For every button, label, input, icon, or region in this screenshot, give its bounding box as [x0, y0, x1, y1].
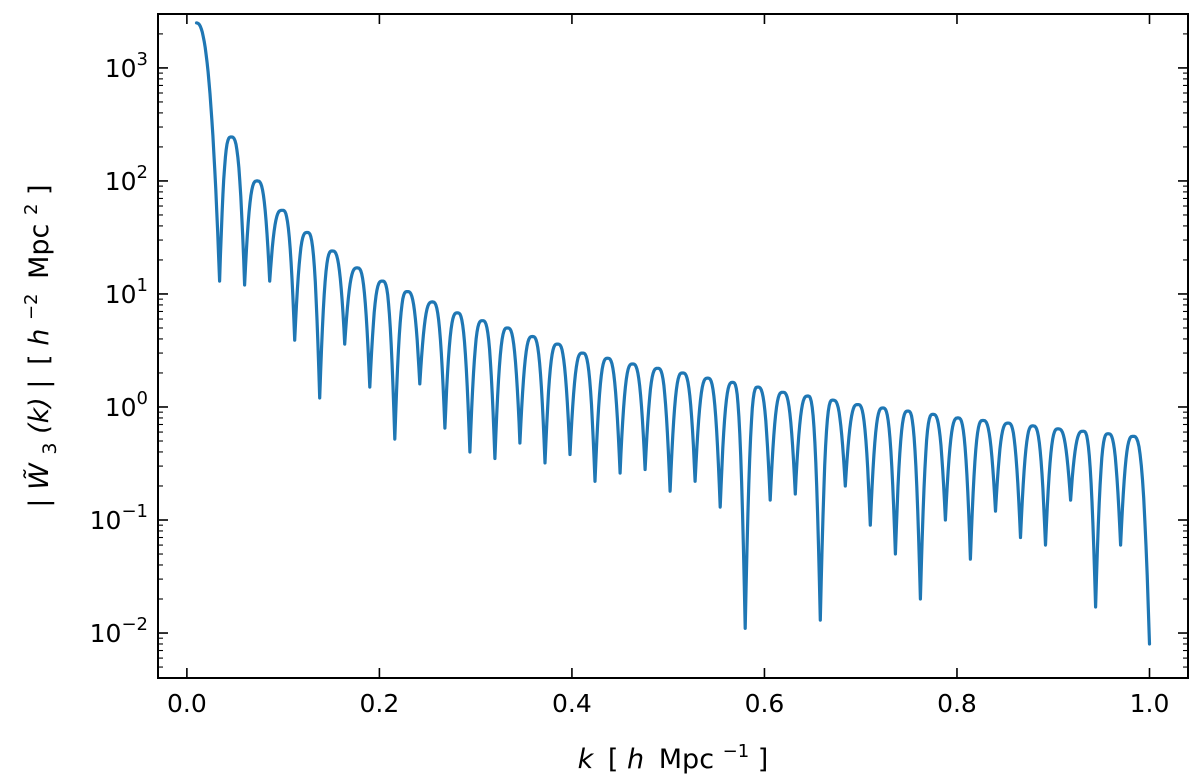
y-axis-label: | W̃ 3 (k) | [ h −2 Mpc 2 ] — [13, 184, 63, 507]
y-label-unit-prefix: h — [24, 329, 55, 346]
y-tick-exponent: 1 — [137, 275, 148, 296]
y-tick-base: 10 — [90, 506, 122, 535]
y-tick-base: 10 — [105, 280, 137, 309]
plot-frame — [157, 13, 1189, 679]
y-tick-label: 102 — [105, 162, 148, 196]
y-label-unit: Mpc — [24, 224, 55, 279]
x-label-unit-prefix: h — [627, 744, 644, 775]
y-tick-label: 10−1 — [90, 501, 148, 535]
y-tick-base: 10 — [105, 54, 137, 83]
x-tick-label: 1.0 — [1130, 689, 1170, 718]
x-axis-ticks: 0.0 0.2 0.4 0.6 0.8 1.0 — [167, 14, 1169, 718]
x-label-open: [ — [608, 744, 619, 775]
y-tick-exponent: −1 — [121, 501, 148, 522]
y-label-sub: 3 — [39, 442, 61, 454]
series-line — [194, 21, 1152, 646]
x-label-var: k — [578, 744, 595, 775]
x-label-close: ] — [758, 744, 769, 775]
y-tick-base: 10 — [105, 393, 137, 422]
x-axis-label: k [ h Mpc −1 ] — [578, 733, 769, 775]
y-tick-base: 10 — [90, 619, 122, 648]
y-label-bar-left: | — [24, 498, 55, 507]
y-label-args: (k) — [24, 397, 55, 434]
y-label-close: ] — [24, 184, 55, 195]
y-label-unit-sup: 2 — [21, 204, 42, 215]
y-tick-base: 10 — [105, 167, 137, 196]
y-label-unit-prefix-sup: −2 — [21, 293, 42, 320]
y-tick-exponent: 0 — [137, 388, 148, 409]
y-tick-label: 101 — [105, 275, 148, 309]
y-tick-exponent: −2 — [121, 614, 148, 635]
x-tick-label: 0.2 — [360, 689, 400, 718]
y-tick-label: 10−2 — [90, 614, 148, 648]
x-tick-label: 0.6 — [745, 689, 785, 718]
x-tick-label: 0.0 — [167, 689, 207, 718]
y-label-open: [ — [24, 354, 55, 365]
y-label-bar-right: | — [24, 379, 55, 388]
x-tick-label: 0.8 — [937, 689, 977, 718]
y-label-var: W̃ — [23, 462, 55, 490]
y-tick-label: 103 — [105, 49, 148, 83]
y-tick-exponent: 2 — [137, 162, 148, 183]
x-label-unit: Mpc — [659, 744, 714, 775]
y-tick-exponent: 3 — [137, 49, 148, 70]
x-label-unit-sup: −1 — [723, 741, 750, 762]
y-tick-label: 100 — [105, 388, 148, 422]
x-tick-label: 0.4 — [552, 689, 592, 718]
